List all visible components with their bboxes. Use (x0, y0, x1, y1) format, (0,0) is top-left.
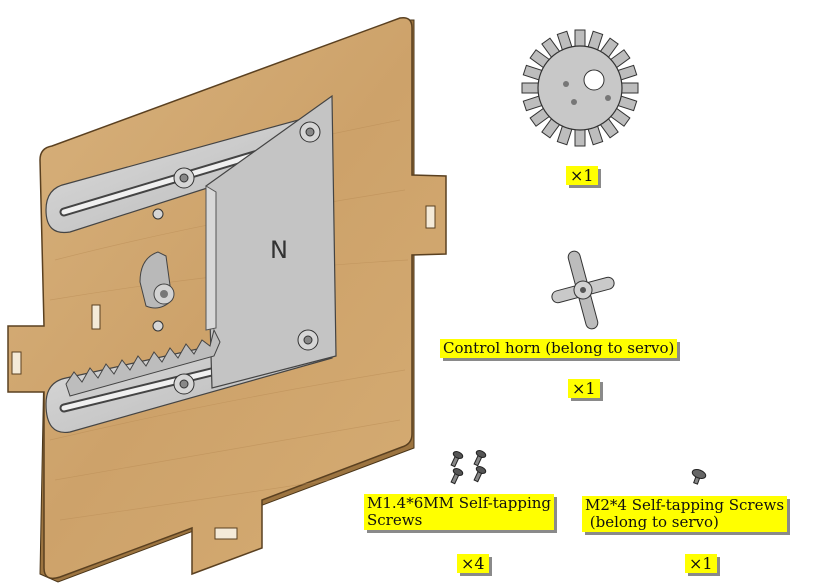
m14-screws-part (450, 450, 487, 485)
control-horn-quantity-label: ×1 (568, 379, 600, 398)
m14-screws-quantity-label: ×4 (457, 554, 489, 573)
m2-screw-quantity-label: ×1 (685, 554, 717, 573)
gear-quantity-label: ×1 (566, 166, 598, 185)
control-horn-part (551, 250, 615, 330)
servo-shaft (139, 251, 175, 309)
m2-screw-part (691, 469, 707, 485)
m14-screws-name-label: M1.4*6MM Self-tapping Screws (364, 494, 555, 530)
plate-mark: N (270, 236, 288, 264)
m2-screw-name-label: M2*4 Self-tapping Screws (belong to serv… (582, 496, 788, 532)
gear-part (521, 29, 639, 147)
control-horn-name-label: Control horn (belong to servo) (440, 339, 678, 358)
frame-nuts (152, 121, 321, 395)
gear-tooth (574, 127, 586, 147)
gear-tooth (521, 82, 541, 94)
gear-tooth (619, 82, 639, 94)
gear-tooth (574, 29, 586, 49)
